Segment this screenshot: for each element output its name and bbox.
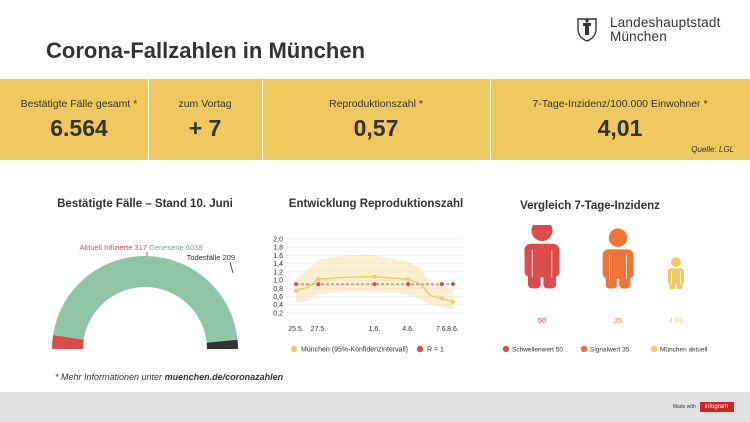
kpi-label: zum Vortag [178, 98, 232, 110]
gauge-label-infected: Aktuell Infizierte 317 [79, 243, 147, 252]
incidence-comparison-chart: 50 35 4,01 Schwellenwert 50 Signalwert 35 Mün… [502, 225, 708, 354]
r-threshold-point [451, 282, 455, 287]
r-xtick-label: 1.6. [369, 326, 381, 333]
r-ytick-label: 0,6 [273, 294, 283, 301]
r-confidence-band [296, 254, 453, 310]
r-ytick-label: 0,4 [273, 302, 283, 309]
gauge-segment-genesene [53, 256, 238, 343]
r-legend-swatch [290, 345, 298, 353]
source-note: Quelle: LGL [691, 145, 734, 154]
person-icon [602, 228, 634, 289]
kpi-label: Bestätigte Fälle gesamt * [20, 98, 138, 110]
kpi-separator [148, 79, 149, 160]
r-threshold-point [439, 282, 444, 287]
kpi-change-previous-day: zum Vortag + 7 [148, 79, 262, 160]
r-chart-title: Entwicklung Reproduktionszahl [288, 198, 464, 210]
page-title: Corona-Fallzahlen in München [46, 38, 366, 63]
kpi-separator [490, 79, 491, 160]
gauge-title: Bestätigte Fälle – Stand 10. Juni [57, 198, 233, 210]
kpi-label: 7-Tage-Inzidenz/100.000 Einwohner * [532, 98, 708, 110]
r-series-point [294, 288, 298, 293]
r-series-point [406, 277, 411, 282]
footnote: * Mehr Informationen unter muenchen.de/c… [55, 372, 283, 382]
person-torso [667, 268, 685, 285]
kpi-confirmed-cases: Bestätigte Fälle gesamt * 6.564 [10, 79, 148, 160]
incidence-title: Vergleich 7-Tage-Inzidenz [520, 200, 660, 212]
gauge-label-recovered: Genesene 6038 [149, 243, 202, 252]
r-ytick-label: 1,4 [273, 261, 283, 268]
r-xtick-label: 8.6. [447, 326, 459, 333]
r-xtick-label: 4.6. [402, 326, 414, 333]
gauge-segment-aktuell-infizierte [52, 334, 84, 349]
r-series-point [439, 296, 444, 301]
person-leg [528, 274, 541, 289]
gauge-label-deaths: Todesfälle 209 [187, 253, 235, 262]
r-legend-swatch [416, 345, 424, 353]
r-threshold-point [316, 282, 321, 287]
r-xtick-label: 27.5. [311, 326, 327, 333]
munich-coat-of-arms-icon [577, 18, 597, 42]
person-leg [605, 275, 617, 289]
gauge-segment-todesf-lle [206, 339, 238, 349]
person-leg [619, 275, 631, 289]
footnote-link[interactable]: muenchen.de/coronazahlen [164, 372, 284, 382]
logo-line-2: München [610, 29, 667, 44]
r-ytick-label: 0,2 [273, 310, 283, 317]
incidence-value-label: 4,01 [669, 316, 684, 325]
r-series-point [372, 274, 377, 279]
made-with-text: Made with [672, 404, 696, 410]
person-head [531, 225, 553, 241]
person-head [671, 257, 681, 268]
r-ytick-label: 0,8 [273, 286, 283, 293]
kpi-value: 0,57 [353, 115, 399, 141]
incidence-legend-swatch [502, 345, 510, 353]
gauge-leader-line [229, 261, 234, 274]
kpi-band [0, 79, 750, 160]
r-threshold-point [372, 282, 377, 287]
r-series-point [451, 299, 455, 304]
kpi-value: + 7 [188, 115, 222, 141]
r-legend-label: R = 1 [427, 347, 444, 354]
incidence-value-label: 50 [538, 316, 546, 325]
r-threshold-point [294, 282, 298, 287]
incidence-legend-label: Schwellenwert 50 [512, 347, 563, 354]
kpi-label: Reproduktionszahl * [329, 98, 423, 110]
r-series-point [316, 277, 321, 282]
r-ytick-label: 1,8 [273, 245, 283, 252]
city-logo[interactable]: Landeshauptstadt München [574, 16, 721, 44]
person-torso [602, 249, 634, 279]
person-torso [524, 243, 560, 278]
made-with-badge[interactable]: Made with infogram [673, 402, 734, 412]
infogram-brand[interactable]: infogram [699, 402, 734, 412]
kpi-value: 6.564 [50, 115, 108, 141]
incidence-legend-swatch [580, 345, 588, 353]
kpi-seven-day-incidence: 7-Tage-Inzidenz/100.000 Einwohner * 4,01 [490, 79, 750, 160]
incidence-legend-label: München aktuell [660, 347, 708, 354]
person-head [608, 228, 628, 247]
r-legend-label: München (95%-Konfidenzintervall) [301, 347, 408, 354]
r-ytick-label: 1,2 [273, 269, 283, 276]
kpi-value: 4,01 [597, 115, 643, 141]
person-icon [524, 225, 560, 289]
logo-line-1: Landeshauptstadt [610, 15, 721, 30]
person-leg [543, 274, 556, 289]
person-leg [676, 282, 683, 290]
kpi-separator [262, 79, 263, 160]
r-line-chart: 0,20,40,60,81,0 1,21,41,61,82,0 25.5. 27.5.… [273, 237, 463, 354]
incidence-legend-label: Signalwert 35 [590, 347, 630, 354]
r-ytick-label: 1,0 [273, 278, 283, 285]
gauge-chart: Aktuell Infizierte 317 Genesene 6038Todes… [52, 243, 238, 349]
kpi-reproduction-number: Reproduktionszahl * 0,57 [262, 79, 490, 160]
r-xtick-label: 25.5. [288, 326, 304, 333]
footnote-prefix: * Mehr Informationen unter [55, 372, 165, 382]
person-leg [669, 282, 676, 290]
incidence-legend-swatch [650, 345, 658, 353]
incidence-value-label: 35 [614, 316, 622, 325]
r-threshold-point [406, 282, 411, 287]
r-ytick-label: 1,6 [273, 253, 283, 260]
r-ytick-label: 2,0 [273, 237, 283, 244]
footer-bar [0, 392, 750, 422]
person-icon [667, 257, 685, 290]
r-xtick-label: 7.6. [436, 326, 448, 333]
